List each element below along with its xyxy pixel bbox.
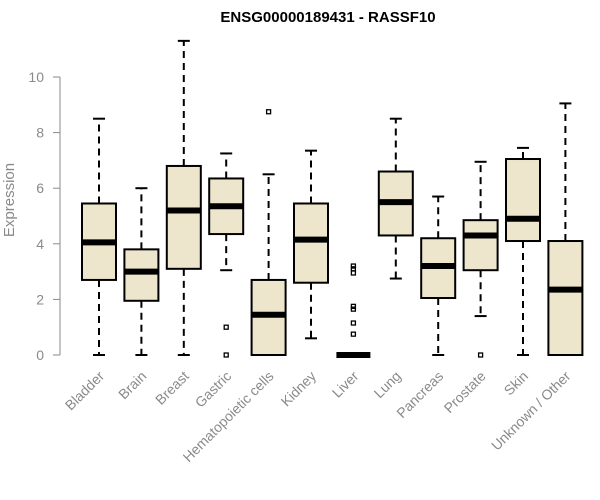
y-tick-label: 8 bbox=[36, 125, 44, 141]
outlier-point bbox=[223, 324, 229, 330]
x-tick-label: Unknown / Other bbox=[488, 368, 574, 454]
box-pancreas bbox=[420, 195, 457, 356]
outlier-point bbox=[350, 266, 357, 272]
x-tick-label: Kidney bbox=[278, 368, 320, 410]
outlier-point bbox=[350, 320, 357, 326]
box-skin bbox=[505, 146, 541, 356]
x-tick-label: Bladder bbox=[62, 368, 108, 414]
box-hematopoietic-cells bbox=[250, 109, 287, 356]
outlier-point bbox=[265, 109, 272, 115]
box-lung bbox=[377, 117, 414, 280]
y-axis-title: Expression bbox=[1, 163, 18, 237]
outlier-point bbox=[350, 303, 357, 310]
x-tick-label: Skin bbox=[501, 368, 532, 399]
iqr-box bbox=[462, 219, 499, 272]
outlier-point bbox=[350, 331, 357, 337]
chart-title: ENSG00000189431 - RASSF10 bbox=[220, 9, 435, 26]
box-gastric bbox=[208, 152, 245, 358]
iqr-box bbox=[505, 158, 541, 243]
x-tick-label: Lung bbox=[371, 368, 404, 401]
box-brain bbox=[123, 187, 160, 356]
x-tick-label: Prostate bbox=[441, 368, 489, 416]
outlier-point bbox=[477, 352, 484, 358]
y-tick-label: 6 bbox=[36, 180, 44, 196]
boxes-group bbox=[81, 39, 584, 358]
y-tick-label: 0 bbox=[36, 347, 44, 363]
box-liver bbox=[336, 263, 371, 358]
box-kidney bbox=[293, 149, 329, 340]
iqr-box bbox=[165, 164, 202, 270]
x-tick-label: Pancreas bbox=[393, 368, 446, 421]
y-axis: 0 2 4 6 8 10 bbox=[28, 69, 61, 363]
box-prostate bbox=[462, 160, 499, 358]
iqr-box bbox=[123, 248, 160, 302]
x-tick-label: Breast bbox=[152, 368, 192, 408]
x-tick-label: Brain bbox=[115, 368, 149, 402]
y-tick-label: 4 bbox=[36, 236, 44, 252]
x-tick-label: Liver bbox=[329, 368, 362, 401]
y-tick-label: 2 bbox=[36, 291, 44, 307]
outlier-point bbox=[223, 352, 229, 358]
iqr-box bbox=[547, 240, 584, 357]
outlier-point bbox=[350, 263, 357, 269]
outlier-point bbox=[350, 270, 357, 276]
iqr-box bbox=[293, 202, 329, 284]
box-bladder bbox=[81, 117, 117, 356]
outlier-point bbox=[350, 306, 357, 312]
box-unknown-other bbox=[547, 102, 584, 357]
y-tick-label: 10 bbox=[28, 69, 44, 85]
box-breast bbox=[165, 39, 202, 356]
